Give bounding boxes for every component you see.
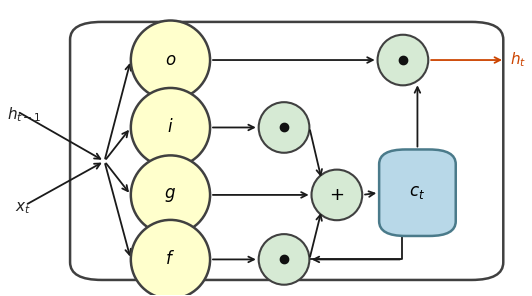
- FancyBboxPatch shape: [379, 149, 456, 236]
- Ellipse shape: [312, 170, 362, 220]
- Text: $g$: $g$: [164, 186, 177, 204]
- Text: $o$: $o$: [165, 52, 176, 69]
- Ellipse shape: [131, 155, 210, 234]
- FancyBboxPatch shape: [70, 22, 503, 280]
- Ellipse shape: [131, 88, 210, 167]
- Ellipse shape: [259, 234, 310, 285]
- Text: $c_t$: $c_t$: [410, 184, 426, 201]
- Text: $h_{t-1}$: $h_{t-1}$: [7, 105, 41, 124]
- Ellipse shape: [131, 20, 210, 99]
- Text: $f$: $f$: [165, 250, 176, 268]
- Text: $h_t$: $h_t$: [510, 51, 526, 69]
- Ellipse shape: [131, 220, 210, 296]
- Ellipse shape: [378, 35, 428, 85]
- Ellipse shape: [259, 102, 310, 153]
- Text: $+$: $+$: [329, 186, 344, 204]
- Text: $i$: $i$: [167, 118, 174, 136]
- Text: $x_t$: $x_t$: [14, 200, 30, 216]
